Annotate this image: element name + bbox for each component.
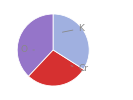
Text: Cr: Cr: [71, 64, 88, 73]
Wedge shape: [29, 50, 84, 86]
Text: K: K: [62, 24, 84, 33]
Wedge shape: [53, 14, 89, 69]
Text: O: O: [20, 46, 34, 54]
Wedge shape: [17, 14, 53, 76]
